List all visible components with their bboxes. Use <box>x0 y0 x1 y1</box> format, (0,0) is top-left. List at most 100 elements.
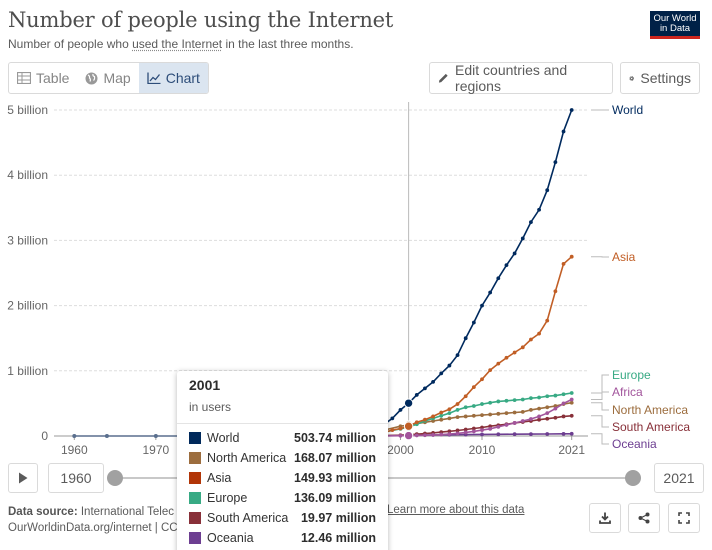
data-point-europe <box>553 393 558 398</box>
data-point-asia <box>431 414 435 419</box>
data-point-asia <box>439 410 444 415</box>
data-point-world <box>537 207 541 212</box>
data-point-north-america <box>431 419 435 423</box>
data-point-asia <box>545 318 550 323</box>
data-source-url[interactable]: OurWorldinData.org/internet | CC <box>8 522 178 534</box>
data-point-world <box>398 408 403 412</box>
data-point-world <box>414 393 419 397</box>
fullscreen-button[interactable] <box>668 503 700 533</box>
line-chart[interactable]: 0 1 billion 2 billion 3 billion 4 billion 5 b… <box>0 98 712 460</box>
data-point-asia <box>480 377 484 382</box>
data-point-asia <box>471 385 476 389</box>
edit-countries-button[interactable]: Edit countries and regions <box>429 62 613 94</box>
data-point-north-america <box>447 416 452 421</box>
pencil-icon <box>438 73 448 83</box>
tab-table[interactable]: Table <box>9 63 77 93</box>
subtitle-definition-link[interactable]: used the Internet <box>132 37 223 51</box>
data-point-europe <box>480 402 484 406</box>
y-tick-label: 0 <box>41 429 48 443</box>
series-label-oceania: Oceania <box>612 437 657 451</box>
settings-button[interactable]: Settings <box>620 62 700 94</box>
timeline: 1960 2021 <box>8 463 704 493</box>
data-point-world <box>439 371 444 376</box>
series-label-south-america: South America <box>612 420 690 434</box>
view-tabs: Table Map Chart <box>8 62 209 94</box>
tooltip-series-value: 503.74 million <box>294 431 376 445</box>
chart-tooltip: 2001 in users World 503.74 million North A… <box>177 371 388 550</box>
data-point-europe <box>496 399 501 404</box>
x-tick-label: 2000 <box>387 443 414 457</box>
timeline-start-year[interactable]: 1960 <box>48 463 104 493</box>
data-point-north-america <box>480 413 484 418</box>
data-point-world <box>529 220 533 225</box>
data-point-world <box>455 353 460 358</box>
data-point-oceania <box>480 432 484 437</box>
data-point-world <box>463 336 468 341</box>
tooltip-series-value: 12.46 million <box>300 531 376 545</box>
tooltip-swatch <box>189 492 201 504</box>
data-point-africa <box>561 401 566 406</box>
data-point-europe <box>561 392 566 397</box>
tooltip-swatch <box>189 452 201 464</box>
data-point-south-america <box>553 415 558 420</box>
data-point-south-america <box>545 416 550 421</box>
data-point-north-america <box>504 411 509 416</box>
label-leader-south-america <box>591 415 609 428</box>
data-point-world <box>545 188 550 193</box>
share-button[interactable] <box>628 503 660 533</box>
learn-more-link[interactable]: Learn more about this data <box>387 504 525 516</box>
series-label-africa: Africa <box>612 385 643 399</box>
tab-chart[interactable]: Chart <box>138 63 208 93</box>
data-point-africa <box>480 428 484 433</box>
owid-logo[interactable]: Our World in Data <box>650 11 700 39</box>
data-point-world <box>447 363 452 368</box>
data-point-africa <box>414 433 419 438</box>
data-point-africa <box>569 397 574 402</box>
timeline-end-year[interactable]: 2021 <box>654 463 704 493</box>
data-point-asia <box>488 368 493 373</box>
timeline-end-handle[interactable] <box>625 470 641 486</box>
data-point-south-america <box>488 424 493 429</box>
data-point-oceania <box>529 432 533 437</box>
data-point-north-america <box>537 406 541 411</box>
data-point-world <box>431 379 435 384</box>
gear-icon <box>629 75 634 81</box>
data-point-africa <box>439 432 444 437</box>
data-point-south-america <box>463 427 468 432</box>
data-point-asia <box>398 426 403 431</box>
tooltip-row-world: World 503.74 million <box>189 428 376 448</box>
data-point <box>104 434 109 438</box>
data-point-africa <box>423 433 427 438</box>
data-point-africa <box>529 417 533 421</box>
data-point-oceania <box>569 431 574 436</box>
data-point-asia <box>447 407 452 412</box>
hover-point-africa <box>403 430 414 441</box>
edit-countries-label: Edit countries and regions <box>455 62 568 94</box>
download-button[interactable] <box>589 503 621 533</box>
tooltip-row-north-america: North America 168.07 million <box>189 448 376 468</box>
data-point-asia <box>423 417 427 422</box>
tooltip-unit: in users <box>189 400 232 414</box>
data-point-asia <box>496 361 501 366</box>
tooltip-series-name: Oceania <box>207 531 254 545</box>
data-point-europe <box>447 411 452 416</box>
data-point-asia <box>504 355 509 360</box>
data-point-world <box>569 108 574 112</box>
data-point-europe <box>569 391 574 395</box>
y-tick-label: 1 billion <box>7 364 48 378</box>
data-point-world <box>561 129 566 134</box>
tab-chart-label: Chart <box>165 70 200 86</box>
data-source-text: International Telec <box>77 506 174 518</box>
tab-map[interactable]: Map <box>77 63 138 93</box>
data-point-europe <box>488 400 493 405</box>
tooltip-series-value: 19.97 million <box>300 511 376 525</box>
label-leader-oceania <box>591 433 609 445</box>
tooltip-row-asia: Asia 149.93 million <box>189 468 376 488</box>
data-point-oceania <box>496 432 501 437</box>
play-button[interactable] <box>8 463 38 493</box>
data-point-africa <box>496 424 501 429</box>
data-point-south-america <box>561 414 566 419</box>
subtitle-text-post: in the last three months. <box>222 37 354 51</box>
timeline-start-handle[interactable] <box>107 470 123 486</box>
data-point-africa <box>447 432 452 436</box>
